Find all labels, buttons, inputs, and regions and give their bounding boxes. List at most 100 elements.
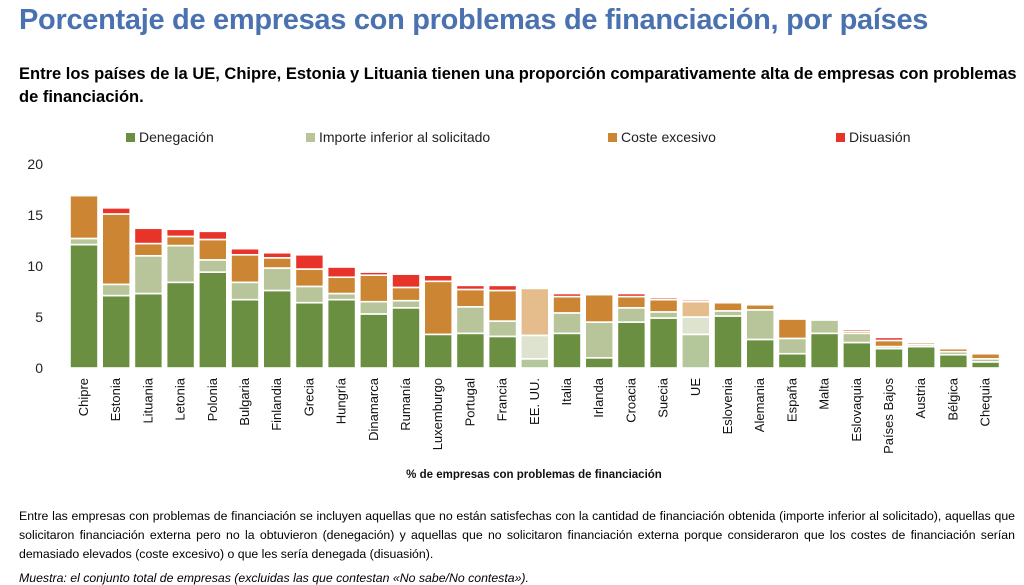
x-tick-label: España <box>784 377 799 422</box>
bar-segment-coste-excesivo <box>423 280 454 336</box>
bar-segment-importe-inferior-al-solicitado <box>519 334 550 360</box>
bar-segment-denegaci-n <box>326 298 357 369</box>
x-tick-label: Países Bajos <box>881 378 896 454</box>
x-tick-label: Letonia <box>173 377 188 420</box>
bar-segment-coste-excesivo <box>648 298 679 313</box>
bar-segment-coste-excesivo <box>230 253 260 284</box>
bar-segment-disuasi-n <box>648 296 679 301</box>
x-tick-label: Austria <box>913 377 928 418</box>
bar-segment-coste-excesivo <box>745 303 776 311</box>
bar-segment-disuasi-n <box>391 273 421 289</box>
bar-segment-coste-excesivo <box>391 286 421 302</box>
x-axis-label: % de empresas con problemas de financiac… <box>406 469 662 480</box>
bar-segment-disuasi-n <box>616 292 647 298</box>
bar-stack-22 <box>777 318 808 369</box>
bar-segment-denegaci-n <box>391 307 421 369</box>
bar-segment-importe-inferior-al-solicitado <box>391 299 421 309</box>
bar-segment-disuasi-n <box>358 271 389 276</box>
x-tick-label: Dinamarca <box>366 377 381 441</box>
bar-segment-coste-excesivo <box>906 341 937 346</box>
chart-legend: Denegación Importe inferior al solicitado… <box>126 129 910 145</box>
bar-stack-1 <box>101 207 131 369</box>
bar-segment-importe-inferior-al-solicitado <box>552 312 582 335</box>
x-tick-label: Eslovenia <box>720 377 735 434</box>
bar-segment-disuasi-n <box>165 228 196 238</box>
bar-segment-importe-inferior-al-solicitado <box>455 306 486 335</box>
bar-segment-disuasi-n <box>841 328 872 333</box>
bar-segment-disuasi-n <box>326 266 357 279</box>
bar-segment-disuasi-n <box>198 230 228 241</box>
bar-segment-denegaci-n <box>584 357 615 369</box>
x-tick-label: Chequia <box>978 377 993 426</box>
bar-segment-importe-inferior-al-solicitado <box>584 321 615 359</box>
bar-segment-disuasi-n <box>262 251 293 259</box>
bar-segment-coste-excesivo <box>680 300 711 318</box>
y-axis: 0 5 10 15 20 <box>27 156 43 376</box>
y-tick-label: 0 <box>35 360 43 376</box>
x-tick-label: Bulgaria <box>237 377 252 425</box>
bar-segment-denegaci-n <box>165 281 196 369</box>
x-tick-label: Lituania <box>140 377 155 423</box>
bar-stack-16 <box>584 292 615 369</box>
bar-segment-coste-excesivo <box>133 242 164 257</box>
bar-stack-25 <box>874 336 904 369</box>
bar-stack-10 <box>391 273 421 369</box>
bar-segment-importe-inferior-al-solicitado <box>101 283 131 297</box>
bar-segment-denegaci-n <box>648 317 679 369</box>
bar-segment-importe-inferior-al-solicitado <box>198 259 228 273</box>
y-tick-label: 5 <box>35 309 43 325</box>
bar-stack-19 <box>680 298 711 369</box>
bar-segment-denegaci-n <box>713 315 743 369</box>
bar-segment-importe-inferior-al-solicitado <box>262 267 293 292</box>
bar-segment-denegaci-n <box>552 332 582 369</box>
bar-segment-denegaci-n <box>777 352 808 369</box>
x-tick-label: Croacia <box>623 377 638 423</box>
bar-stack-3 <box>165 228 196 369</box>
x-axis: Chipre Estonia Lituania Letonia Polonia Bulga… <box>76 377 993 454</box>
bar-segment-importe-inferior-al-solicitado <box>165 244 196 284</box>
bar-segment-importe-inferior-al-solicitado <box>648 311 679 319</box>
bar-stack-23 <box>809 319 840 369</box>
bar-stack-7 <box>294 253 325 369</box>
legend-label: Disuasión <box>849 129 910 145</box>
bar-segment-denegaci-n <box>101 294 131 369</box>
bar-segment-denegaci-n <box>262 289 293 369</box>
bar-segment-importe-inferior-al-solicitado <box>326 292 357 301</box>
bar-stack-8 <box>326 266 357 369</box>
bar-stack-4 <box>198 230 228 369</box>
x-tick-label: Polonia <box>205 377 220 421</box>
page-subtitle: Entre los países de la UE, Chipre, Eston… <box>19 65 1017 106</box>
bar-stack-6 <box>262 251 293 369</box>
bar-segment-disuasi-n <box>455 284 486 291</box>
x-tick-label: Irlanda <box>591 377 606 418</box>
x-tick-label: Rumanía <box>398 377 413 431</box>
x-tick-label: Grecia <box>301 377 316 416</box>
bar-segment-coste-excesivo <box>326 276 357 295</box>
bar-stack-18 <box>648 296 679 369</box>
bar-stack-21 <box>745 303 776 369</box>
bar-segment-denegaci-n <box>616 321 647 369</box>
bar-stack-17 <box>616 292 647 369</box>
bar-segment-coste-excesivo <box>165 235 196 247</box>
bar-segment-coste-excesivo <box>262 257 293 269</box>
bar-stack-28 <box>970 352 1001 369</box>
bar-stack-20 <box>713 301 743 369</box>
y-tick-label: 20 <box>27 156 43 172</box>
x-tick-label: Alemania <box>752 377 767 432</box>
y-tick-label: 15 <box>27 207 43 223</box>
bar-segment-disuasi-n <box>584 292 615 296</box>
bar-stack-14 <box>519 287 550 369</box>
bar-segment-denegaci-n <box>970 361 1001 369</box>
bar-segment-denegaci-n <box>69 243 99 369</box>
bar-segment-coste-excesivo <box>584 293 615 323</box>
bar-segment-coste-excesivo <box>713 301 743 312</box>
x-tick-label: Eslovaquia <box>849 377 864 441</box>
bar-segment-disuasi-n <box>938 346 969 350</box>
bar-segment-importe-inferior-al-solicitado <box>680 316 711 336</box>
bar-segment-denegaci-n <box>198 271 228 369</box>
legend-swatch-1 <box>306 133 315 142</box>
bar-segment-importe-inferior-al-solicitado <box>230 281 260 301</box>
bar-segment-importe-inferior-al-solicitado <box>841 332 872 344</box>
bar-segment-disuasi-n <box>230 247 260 256</box>
bar-segment-denegaci-n <box>487 335 518 369</box>
